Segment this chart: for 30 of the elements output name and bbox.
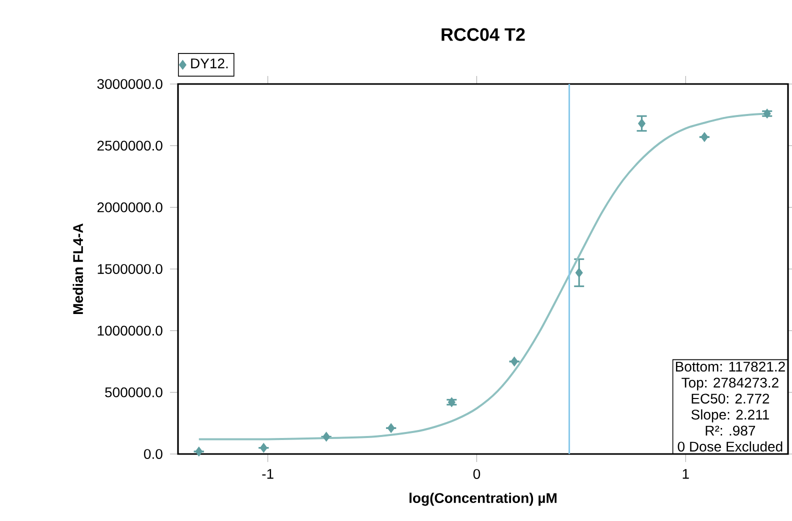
y-tick-label: 2500000.0	[97, 140, 162, 151]
annotation: Bottom: 117821.2	[676, 362, 785, 372]
annotation: 0 Dose Excluded	[678, 441, 782, 452]
annotation: Slope: 2.211	[691, 409, 769, 422]
y-tick-label: 0.0	[144, 449, 162, 459]
point	[575, 268, 583, 278]
x-tick-label: 0	[473, 469, 480, 479]
point	[700, 132, 708, 142]
chart-title: RCC04 T2	[442, 28, 525, 41]
x-axis-title: log(Concentration) µM	[410, 492, 556, 506]
y-tick-label: 500000.0	[105, 387, 162, 398]
y-axis-title: Median FL4-A	[72, 224, 84, 314]
annotation: Top: 2784273.2	[682, 378, 778, 390]
legend-label: DY12.	[191, 58, 228, 68]
y-tick-label: 1000000.0	[98, 326, 162, 336]
point	[260, 443, 268, 453]
point	[448, 397, 456, 407]
point	[322, 432, 330, 442]
x-tick-label: -1	[262, 469, 274, 479]
point	[763, 108, 771, 118]
point	[510, 356, 518, 366]
annotation: EC50: 2.772	[692, 394, 770, 404]
y-tick-label: 1500000.0	[98, 264, 162, 274]
y-tick-label: 3000000.0	[97, 79, 162, 89]
annotation: R²: .987	[706, 426, 756, 436]
point	[638, 118, 646, 128]
point	[387, 423, 395, 433]
y-tick-label: 2000000.0	[97, 202, 162, 212]
x-tick-label: 1	[682, 469, 689, 479]
point	[195, 446, 203, 456]
